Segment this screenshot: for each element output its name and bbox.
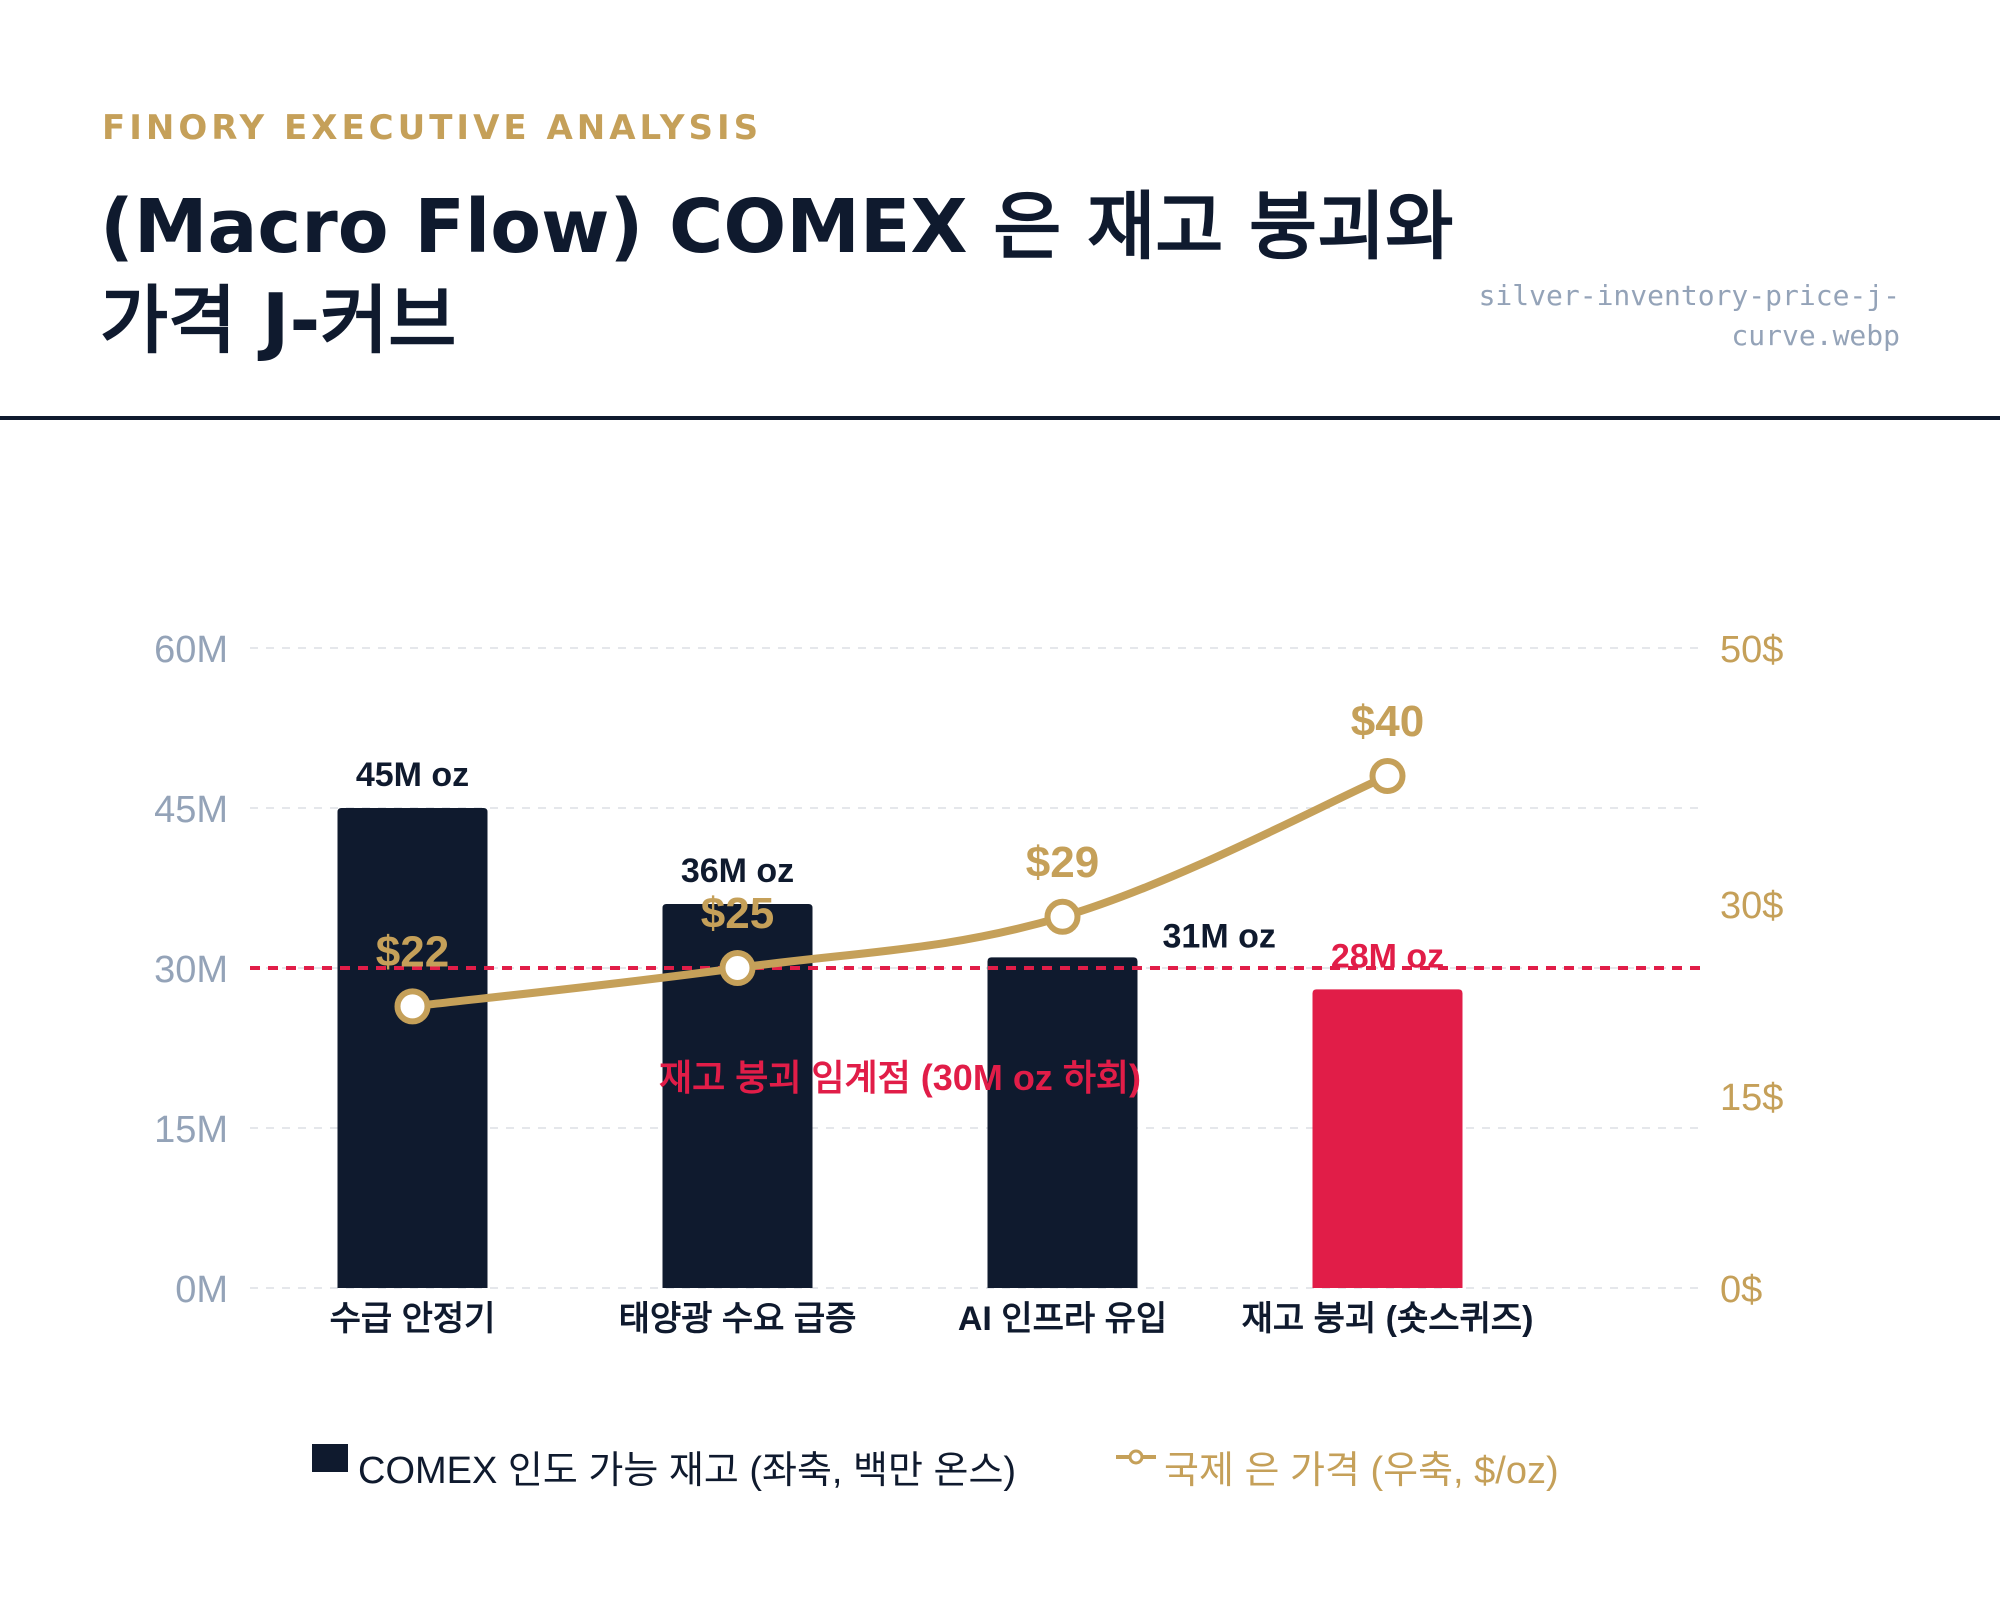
legend-swatch-bar bbox=[312, 1444, 348, 1472]
bar-value-label: 45M oz bbox=[356, 756, 469, 794]
legend-item-inventory: COMEX 인도 가능 재고 (좌축, 백만 온스) bbox=[312, 1436, 1016, 1496]
y-left-tick-label: 0M bbox=[175, 1269, 228, 1311]
report-kicker: FINORY EXECUTIVE ANALYSIS bbox=[102, 108, 763, 148]
y-right-tick-label: 15$ bbox=[1720, 1077, 1783, 1119]
price-value-label: $40 bbox=[1351, 697, 1424, 746]
price-value-label: $22 bbox=[376, 927, 449, 976]
legend-label-inventory: COMEX 인도 가능 재고 (좌축, 백만 온스) bbox=[358, 1449, 1017, 1492]
price-value-label: $25 bbox=[701, 889, 774, 938]
price-point-3 bbox=[1044, 898, 1081, 935]
x-category-label: 수급 안정기 bbox=[330, 1300, 496, 1338]
x-category-label: 재고 붕괴 (숏스퀴즈) bbox=[1242, 1300, 1534, 1338]
legend-label-price: 국제 은 가격 (우축, $/oz) bbox=[1164, 1449, 1559, 1492]
price-line bbox=[408, 772, 1392, 1011]
bar-value-label: 36M oz bbox=[681, 852, 794, 890]
x-category-label: 태양광 수요 급증 bbox=[619, 1300, 857, 1338]
chart-legend: COMEX 인도 가능 재고 (좌축, 백만 온스) 국제 은 가격 (우축, … bbox=[0, 1436, 2000, 1496]
bar-4 bbox=[1312, 989, 1463, 1288]
price-point-2 bbox=[719, 950, 756, 986]
y-right-tick-label: 30$ bbox=[1720, 885, 1783, 927]
bar-value-label: 28M oz bbox=[1331, 937, 1444, 975]
bar-2 bbox=[662, 904, 813, 1288]
chart-title-line-2: 가격 J-커브 bbox=[100, 278, 457, 364]
legend-swatch-line bbox=[1116, 1449, 1156, 1465]
legend-item-price: 국제 은 가격 (우축, $/oz) bbox=[1116, 1436, 1559, 1496]
price-point-1 bbox=[394, 988, 431, 1025]
file-name-line-1: silver-inventory-price-j- bbox=[1478, 279, 1900, 312]
price-value-label: $29 bbox=[1026, 838, 1099, 887]
file-name-label: silver-inventory-price-j- curve.webp bbox=[1400, 276, 1900, 356]
y-right-tick-label: 50$ bbox=[1720, 629, 1783, 671]
chart-title-line-1: (Macro Flow) COMEX 은 재고 붕괴와 bbox=[100, 184, 1454, 270]
y-left-tick-label: 60M bbox=[154, 629, 228, 671]
y-left-tick-label: 15M bbox=[154, 1109, 228, 1151]
y-right-tick-label: 0$ bbox=[1720, 1269, 1762, 1311]
file-name-line-2: curve.webp bbox=[1731, 319, 1900, 352]
bar-value-label: 31M oz bbox=[1163, 917, 1276, 955]
x-category-label: AI 인프라 유입 bbox=[958, 1300, 1167, 1338]
chart-title: (Macro Flow) COMEX 은 재고 붕괴와 가격 J-커브 bbox=[100, 180, 1500, 368]
threshold-label: 재고 붕괴 임계점 (30M oz 하회) bbox=[659, 1057, 1141, 1098]
y-left-tick-label: 45M bbox=[154, 789, 228, 831]
price-point-4 bbox=[1369, 758, 1406, 794]
y-left-tick-label: 30M bbox=[154, 949, 228, 991]
bar-3 bbox=[987, 957, 1138, 1288]
header-divider bbox=[0, 416, 2000, 420]
bar-1 bbox=[337, 808, 488, 1288]
